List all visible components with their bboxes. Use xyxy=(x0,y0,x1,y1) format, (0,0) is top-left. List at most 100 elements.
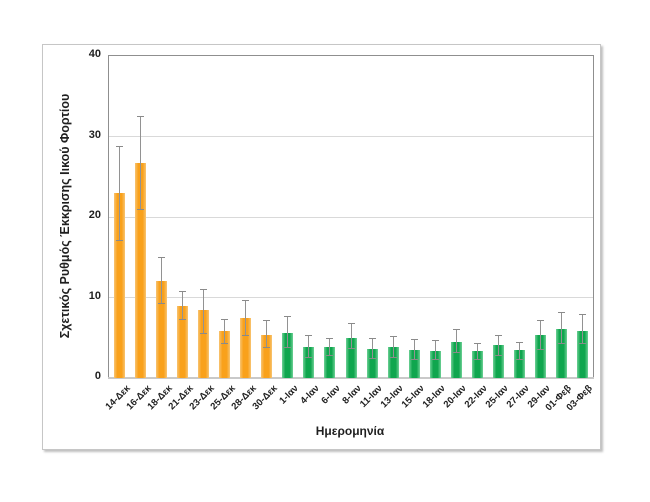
bar-6-Ιαν xyxy=(324,346,336,378)
error-cap-top-8-Ιαν xyxy=(347,323,355,325)
x-tick-label-11-Ιαν: 11-Ιαν xyxy=(357,383,385,410)
error-cap-top-14-Δεκ xyxy=(116,146,124,148)
error-bar-22-Ιαν xyxy=(476,342,478,360)
x-tick-label-22-Ιαν: 22-Ιαν xyxy=(462,383,491,411)
x-axis-title: Ημερομηνία xyxy=(315,424,385,438)
error-cap-bottom-18-Ιαν xyxy=(431,359,439,361)
x-tick-label-6-Ιαν: 6-Ιαν xyxy=(319,383,343,407)
y-tick-label-40: 40 xyxy=(88,48,101,60)
error-bar-21-Δεκ xyxy=(182,291,184,320)
error-bar-16-Δεκ xyxy=(140,116,142,209)
x-tick-label-18-Ιαν: 18-Ιαν xyxy=(420,383,448,411)
bar-30-Δεκ xyxy=(261,334,273,378)
error-cap-bottom-14-Δεκ xyxy=(116,239,124,241)
bar-28-Δεκ xyxy=(240,317,252,378)
error-cap-bottom-4-Ιαν xyxy=(305,357,313,359)
error-cap-bottom-20-Ιαν xyxy=(452,352,460,354)
error-bar-14-Δεκ xyxy=(119,146,121,240)
bar-22-Ιαν xyxy=(471,350,483,378)
bar-03-Φεβ xyxy=(576,330,588,378)
bar-21-Δεκ xyxy=(177,305,189,378)
error-bar-27-Ιαν xyxy=(518,341,520,359)
error-bar-1-Ιαν xyxy=(287,316,289,347)
gridline-30 xyxy=(109,136,593,137)
bar-11-Ιαν xyxy=(366,349,378,378)
error-cap-bottom-16-Δεκ xyxy=(137,208,145,210)
error-cap-top-21-Δεκ xyxy=(179,291,187,293)
error-cap-top-28-Δεκ xyxy=(242,299,250,301)
error-bar-23-Δεκ xyxy=(203,289,205,333)
error-cap-bottom-11-Ιαν xyxy=(368,357,376,359)
bar-27-Ιαν xyxy=(513,349,525,378)
error-cap-top-25-Δεκ xyxy=(221,319,229,321)
error-bar-25-Δεκ xyxy=(224,319,226,344)
bar-25-Ιαν xyxy=(492,345,504,378)
error-cap-top-11-Ιαν xyxy=(368,337,376,339)
error-cap-bottom-18-Δεκ xyxy=(158,303,166,305)
bar-18-Ιαν xyxy=(429,350,441,378)
bar-8-Ιαν xyxy=(345,337,357,378)
x-tick-label-27-Ιαν: 27-Ιαν xyxy=(504,383,533,411)
error-bar-25-Ιαν xyxy=(497,334,499,355)
error-cap-top-6-Ιαν xyxy=(326,337,334,339)
gridline-10 xyxy=(109,297,593,298)
error-cap-top-18-Ιαν xyxy=(431,340,439,342)
x-tick-label-15-Ιαν: 15-Ιαν xyxy=(399,383,427,411)
bar-1-Ιαν xyxy=(282,332,294,378)
error-cap-bottom-03-Φεβ xyxy=(578,343,586,345)
bar-13-Ιαν xyxy=(387,346,399,378)
error-cap-top-29-Ιαν xyxy=(536,320,544,322)
y-tick-label-20: 20 xyxy=(88,209,101,221)
gridline-20 xyxy=(109,216,593,218)
error-cap-top-16-Δεκ xyxy=(137,116,145,118)
error-cap-bottom-8-Ιαν xyxy=(347,348,355,350)
chart-frame: Σχετικός Ρυθμός Έκκρισης Ιικού Φορτίου 0… xyxy=(42,44,601,450)
error-cap-top-15-Ιαν xyxy=(410,338,418,340)
y-tick-label-10: 10 xyxy=(88,289,101,302)
error-cap-bottom-13-Ιαν xyxy=(389,357,397,359)
error-cap-bottom-28-Δεκ xyxy=(242,335,250,337)
error-cap-bottom-27-Ιαν xyxy=(515,358,523,360)
error-cap-top-23-Δεκ xyxy=(200,289,208,291)
error-cap-bottom-01-Φεβ xyxy=(557,343,565,345)
error-bar-11-Ιαν xyxy=(371,337,373,358)
x-tick-label-4-Ιαν: 4-Ιαν xyxy=(298,383,322,407)
error-cap-bottom-25-Δεκ xyxy=(221,343,229,345)
error-bar-18-Δεκ xyxy=(161,257,163,304)
error-cap-bottom-29-Ιαν xyxy=(536,349,544,351)
error-cap-bottom-23-Δεκ xyxy=(200,332,208,334)
x-tick-label-1-Ιαν: 1-Ιαν xyxy=(277,383,301,407)
x-axis-line xyxy=(108,377,594,379)
x-tick-label-25-Ιαν: 25-Ιαν xyxy=(483,383,512,411)
y-tick-label-0: 0 xyxy=(94,370,101,382)
error-bar-8-Ιαν xyxy=(350,323,352,349)
bar-29-Ιαν xyxy=(534,335,546,378)
error-cap-top-27-Ιαν xyxy=(515,341,523,343)
y-tick-label-30: 30 xyxy=(88,128,101,141)
x-tick-label-20-Ιαν: 20-Ιαν xyxy=(441,383,469,411)
error-cap-top-20-Ιαν xyxy=(452,328,460,330)
error-bar-18-Ιαν xyxy=(434,340,436,360)
x-tick-label-13-Ιαν: 13-Ιαν xyxy=(378,383,406,411)
bar-4-Ιαν xyxy=(303,347,315,378)
error-bar-01-Φεβ xyxy=(560,311,562,344)
error-cap-top-03-Φεβ xyxy=(578,314,586,316)
error-cap-bottom-25-Ιαν xyxy=(494,354,502,356)
error-bar-6-Ιαν xyxy=(329,337,331,356)
error-bar-30-Δεκ xyxy=(266,320,268,348)
error-cap-top-18-Δεκ xyxy=(158,257,166,259)
error-bar-28-Δεκ xyxy=(245,299,247,336)
error-bar-4-Ιαν xyxy=(308,335,310,358)
error-bar-29-Ιαν xyxy=(539,320,541,349)
bar-23-Δεκ xyxy=(198,310,210,378)
error-cap-top-01-Φεβ xyxy=(557,311,565,313)
error-cap-top-13-Ιαν xyxy=(389,336,397,338)
error-bar-20-Ιαν xyxy=(455,328,457,353)
bar-18-Δεκ xyxy=(156,280,168,378)
bar-20-Ιαν xyxy=(450,341,462,378)
plot-area xyxy=(108,55,594,379)
bar-25-Δεκ xyxy=(219,331,231,378)
error-cap-top-22-Ιαν xyxy=(473,342,481,344)
error-cap-bottom-21-Δεκ xyxy=(179,319,187,321)
